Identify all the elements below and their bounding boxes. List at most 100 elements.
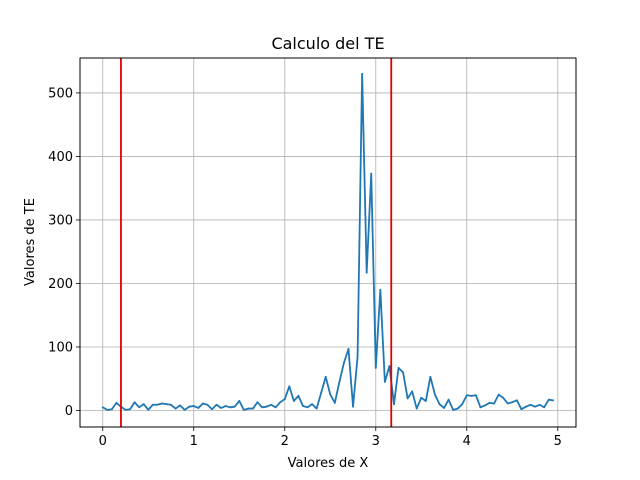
data-point xyxy=(538,403,541,406)
data-point xyxy=(343,361,345,364)
data-point xyxy=(488,401,491,404)
data-point xyxy=(297,394,300,397)
data-point xyxy=(261,406,263,409)
data-point xyxy=(411,390,414,393)
data-point xyxy=(511,401,514,404)
data-point xyxy=(129,408,131,411)
data-point xyxy=(151,403,154,406)
data-point xyxy=(552,399,555,402)
data-point xyxy=(256,401,259,404)
data-point xyxy=(311,403,313,406)
y-tick-label: 300 xyxy=(48,213,73,228)
data-point xyxy=(402,371,404,374)
data-point xyxy=(206,403,209,406)
data-point xyxy=(124,408,127,411)
data-point xyxy=(383,381,386,383)
data-point xyxy=(543,406,546,409)
data-point xyxy=(479,406,482,409)
data-point xyxy=(374,367,377,369)
y-axis: 0 100 200 300 400 500 xyxy=(48,86,80,419)
data-point xyxy=(497,393,500,396)
data-point xyxy=(274,406,277,409)
data-point xyxy=(329,393,332,396)
data-point xyxy=(502,396,505,399)
data-point xyxy=(183,408,186,411)
data-point xyxy=(420,396,423,399)
axes-frame xyxy=(79,57,577,428)
data-point xyxy=(443,407,445,409)
data-point xyxy=(338,381,341,383)
data-point xyxy=(138,406,141,409)
x-tick-label: 1 xyxy=(190,434,198,449)
data-point xyxy=(174,407,177,410)
data-point xyxy=(529,403,532,406)
data-point xyxy=(292,400,295,402)
data-point xyxy=(265,405,268,408)
y-tick-label: 0 xyxy=(65,404,73,419)
data-point xyxy=(252,407,254,410)
data-point xyxy=(547,398,550,401)
data-point xyxy=(192,405,195,407)
data-point xyxy=(156,403,159,406)
data-point xyxy=(406,397,409,400)
data-point xyxy=(110,408,113,411)
x-axis: 0 1 2 3 4 5 xyxy=(99,427,562,449)
data-point xyxy=(170,403,172,406)
data-point xyxy=(147,408,150,411)
data-point xyxy=(215,403,218,406)
data-point xyxy=(233,405,236,408)
data-point xyxy=(320,391,323,394)
data-point xyxy=(452,408,455,411)
x-tick-label: 5 xyxy=(554,434,562,449)
data-point xyxy=(288,385,291,388)
data-point xyxy=(493,402,495,405)
y-axis-label: Valores de TE xyxy=(23,198,38,286)
data-point xyxy=(484,404,486,407)
data-point xyxy=(188,405,191,408)
y-tick-label: 500 xyxy=(48,86,73,101)
data-point xyxy=(429,375,432,378)
data-point xyxy=(515,399,518,402)
data-point xyxy=(456,407,459,410)
data-point xyxy=(506,402,509,405)
chart-title: Calculo del TE xyxy=(271,34,384,53)
data-point xyxy=(397,367,400,369)
data-point xyxy=(434,393,436,396)
x-tick-label: 3 xyxy=(372,434,380,449)
y-tick-label: 100 xyxy=(48,340,73,355)
data-point xyxy=(370,172,373,175)
data-point xyxy=(379,288,382,291)
x-axis-label: Valores de X xyxy=(288,456,369,471)
data-point xyxy=(106,408,109,411)
y-tick-label: 400 xyxy=(48,150,73,165)
data-point xyxy=(306,406,309,409)
y-tick-label: 200 xyxy=(48,277,73,292)
data-point xyxy=(279,401,282,404)
data-point xyxy=(115,401,118,404)
data-point xyxy=(220,407,222,409)
data-point xyxy=(438,403,441,406)
data-point xyxy=(201,402,204,405)
data-point xyxy=(333,401,336,404)
data-point xyxy=(352,405,354,408)
data-point xyxy=(242,408,245,411)
data-point xyxy=(465,394,468,397)
grid xyxy=(80,58,576,427)
data-point xyxy=(470,394,473,397)
data-point xyxy=(534,405,536,408)
data-point xyxy=(393,403,395,406)
data-point xyxy=(424,400,427,402)
data-point xyxy=(161,402,163,405)
data-point xyxy=(361,72,364,75)
data-point xyxy=(101,406,104,409)
data-point xyxy=(133,401,136,404)
data-point xyxy=(197,407,200,409)
data-point xyxy=(238,400,241,402)
data-point xyxy=(224,405,227,407)
data-point xyxy=(415,407,418,410)
x-tick-label: 0 xyxy=(99,434,107,449)
data-point xyxy=(270,403,273,406)
series-line-0 xyxy=(102,72,554,411)
data-point xyxy=(315,407,318,410)
